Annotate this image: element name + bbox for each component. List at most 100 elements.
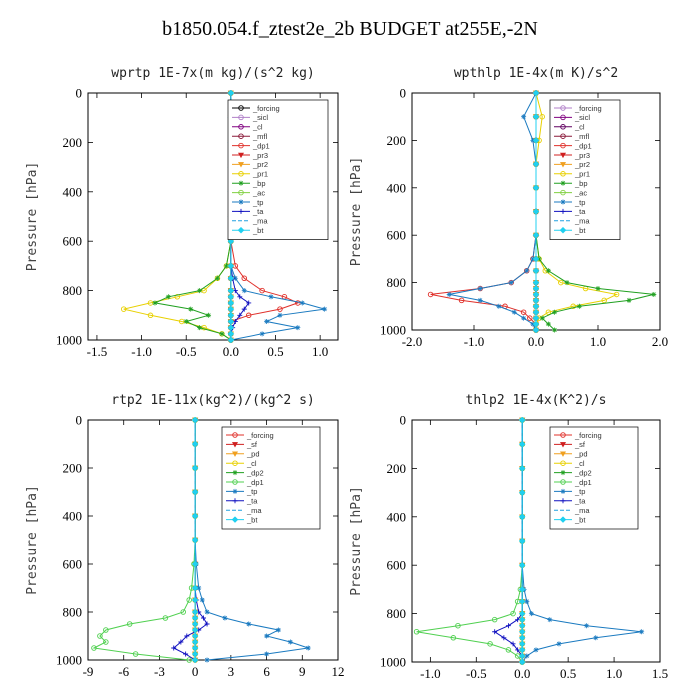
legend-label: _pr2 (252, 160, 268, 169)
data-point (183, 318, 189, 324)
legend-label: _ma (574, 217, 590, 226)
y-tick-label: 0 (76, 86, 83, 101)
legend-marker (560, 105, 566, 111)
y-tick-label: 800 (387, 606, 407, 621)
legend-marker (232, 498, 238, 504)
legend-marker (560, 133, 566, 139)
data-point (191, 488, 199, 496)
data-point (171, 645, 177, 651)
legend-label: _ma (574, 506, 590, 515)
data-point (532, 160, 540, 168)
data-point (510, 641, 516, 647)
data-point (180, 609, 186, 615)
x-tick-label: 0.5 (267, 344, 283, 359)
y-tick-label: 200 (387, 461, 407, 476)
x-tick-label: 0.0 (223, 344, 239, 359)
y-tick-label: 800 (63, 283, 83, 298)
x-tick-label: 1.5 (652, 666, 668, 681)
data-point (227, 336, 235, 344)
y-tick-label: 400 (387, 180, 407, 195)
legend-marker (560, 479, 566, 485)
y-tick-label: 200 (63, 135, 83, 150)
legend-label: _cl (246, 459, 257, 468)
data-point (477, 297, 483, 303)
x-tick-label: -1.5 (87, 344, 108, 359)
legend-label: _bt (574, 515, 586, 524)
y-axis-label: Pressure [hPa] (349, 486, 364, 596)
x-tick-label: 9 (299, 664, 306, 679)
legend-label: _dp1 (252, 141, 270, 150)
data-point (521, 315, 527, 321)
data-point (204, 657, 210, 663)
legend-marker (560, 470, 566, 476)
data-point (639, 629, 645, 635)
data-point (237, 312, 243, 318)
x-tick-label: 2.0 (652, 334, 668, 349)
data-point (126, 621, 133, 627)
y-tick-label: 0 (400, 86, 407, 101)
data-point (651, 291, 657, 297)
data-point (518, 416, 526, 424)
legend-label: _cl (574, 123, 585, 132)
data-point (227, 262, 235, 270)
data-point (264, 651, 270, 657)
legend-marker (237, 152, 245, 159)
x-tick-label: -0.5 (176, 344, 197, 359)
legend-label: _pd (246, 450, 260, 459)
data-point (613, 291, 620, 298)
legend-marker (238, 171, 244, 177)
legend-label: _sf (574, 440, 586, 449)
data-point (322, 306, 328, 312)
series-line (153, 93, 232, 341)
data-point (132, 651, 139, 657)
data-point (450, 635, 457, 641)
legend-label: _ac (574, 188, 587, 197)
y-tick-label: 800 (63, 605, 83, 620)
data-point (103, 627, 109, 633)
data-point (197, 288, 203, 294)
legend-marker (559, 162, 567, 168)
x-tick-label: -1.0 (131, 344, 152, 359)
data-point (552, 327, 558, 333)
data-point (264, 633, 270, 639)
legend-label: _bt (246, 515, 258, 524)
legend-marker (559, 226, 567, 234)
data-point (518, 586, 526, 593)
panel-title: thlp2 1E-4x(K^2)/s (466, 393, 607, 408)
x-tick-label: -6 (118, 664, 129, 679)
data-point (259, 331, 265, 337)
data-point (241, 275, 247, 282)
data-point (518, 598, 526, 605)
x-tick-label: 1.0 (312, 344, 328, 359)
legend-marker (232, 432, 238, 438)
data-point (246, 621, 252, 627)
data-point (191, 596, 199, 604)
legend-label: _bt (252, 226, 264, 235)
data-point (520, 309, 527, 315)
legend-label: _tp (246, 487, 257, 496)
legend-label: _pr1 (252, 170, 268, 179)
legend-marker (559, 451, 567, 457)
data-point (264, 318, 270, 324)
legend-label: _mfl (574, 132, 590, 141)
legend-marker (232, 470, 238, 476)
legend-label: _pr3 (574, 151, 590, 160)
y-tick-label: 0 (76, 413, 83, 428)
data-point (245, 312, 252, 319)
legend-marker (560, 498, 566, 504)
y-axis-label: Pressure [hPa] (25, 162, 40, 272)
data-point (496, 303, 502, 309)
chart-panel: thlp2 1E-4x(K^2)/s Pressure [hPa] 0 200 400 6… (349, 393, 668, 681)
legend-label: _dp1 (574, 478, 592, 487)
data-point (524, 268, 530, 274)
data-point (174, 294, 181, 300)
data-point (191, 512, 199, 520)
series-line (430, 93, 537, 330)
data-point (183, 651, 189, 657)
y-axis-label: Pressure [hPa] (349, 157, 364, 267)
data-point (196, 585, 202, 591)
data-point (219, 331, 225, 337)
legend-label: _dp2 (246, 468, 264, 477)
panel-title: wprtp 1E-7x(m kg)/(s^2 kg) (111, 66, 315, 81)
x-tick-label: -9 (83, 664, 94, 679)
